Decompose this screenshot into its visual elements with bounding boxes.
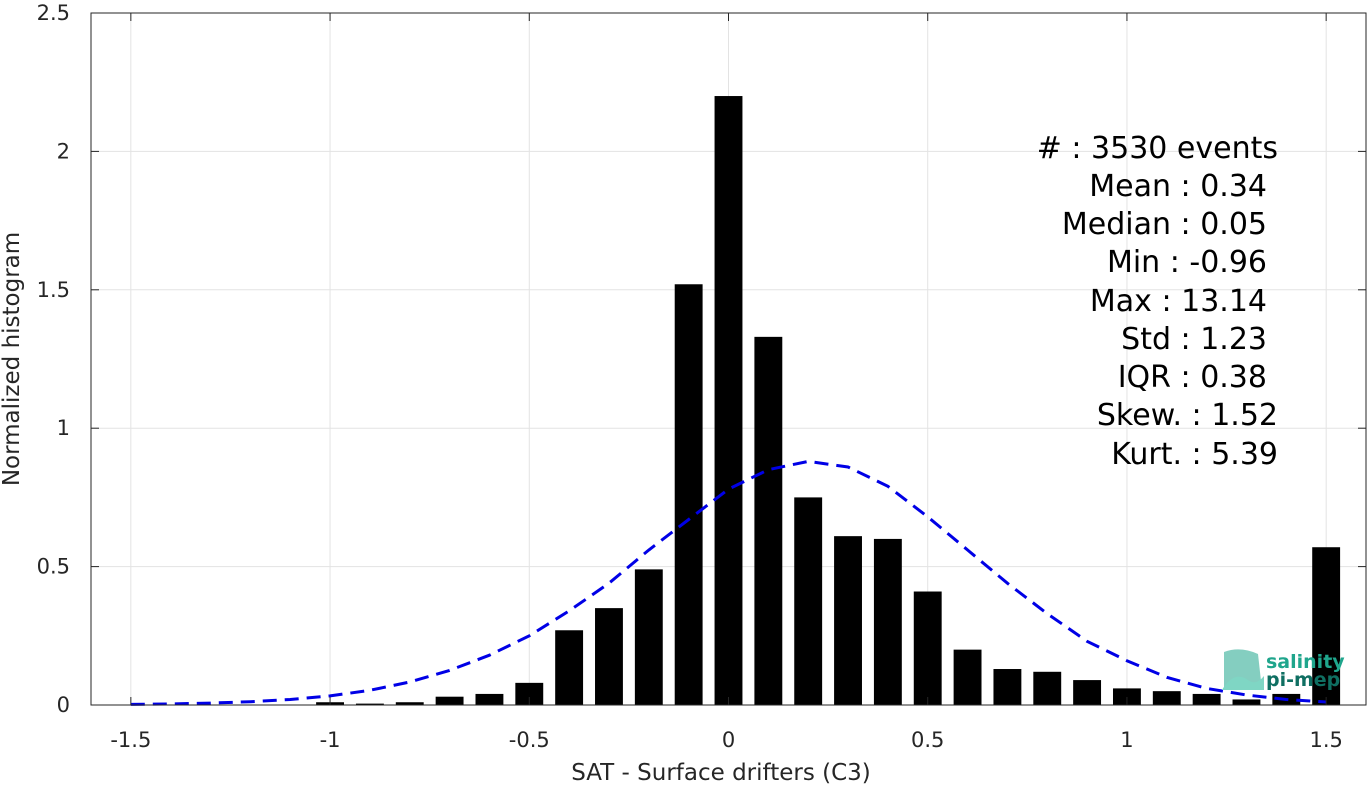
histogram-bar (1232, 699, 1261, 705)
histogram-bars (316, 96, 1341, 706)
stats-box: # : 3530 events Mean : 0.34 Median : 0.0… (1037, 131, 1278, 472)
salinity-pimep-logo: salinity pi-mep (1222, 649, 1345, 691)
histogram-bar (634, 569, 663, 705)
histogram-bar (1152, 691, 1181, 705)
y-tick-label: 1.5 (37, 278, 70, 302)
x-axis-label: SAT - Surface drifters (C3) (571, 760, 871, 785)
logo-emblem-wave-icon (1222, 676, 1264, 690)
stat-max: Max : 13.14 (1090, 284, 1267, 319)
y-tick-label: 0 (57, 693, 70, 717)
x-tick-label: 0.5 (911, 728, 944, 752)
y-axis-label: Normalized histogram (0, 232, 25, 486)
stat-min: Min : -0.96 (1107, 245, 1267, 280)
y-tick-label: 2 (57, 139, 70, 163)
histogram-bar (834, 536, 862, 705)
x-tick-label: 1 (1120, 728, 1133, 752)
stat-mean: Mean : 0.34 (1089, 169, 1267, 204)
x-tick-labels: -1.5 -1 -0.5 0 0.5 1 1.5 (110, 728, 1343, 752)
x-tick-label: 0 (722, 728, 735, 752)
histogram-bar (873, 538, 902, 705)
histogram-bar (714, 96, 743, 706)
x-tick-label: -1.5 (110, 728, 151, 752)
stat-median: Median : 0.05 (1062, 207, 1267, 242)
x-tick-label: -1 (320, 728, 341, 752)
y-tick-labels: 0 0.5 1 1.5 2 2.5 (37, 1, 70, 717)
y-tick-label: 1 (57, 416, 70, 440)
histogram-bar (1192, 693, 1221, 705)
stat-kurt: Kurt. : 5.39 (1111, 437, 1278, 472)
histogram-bar (475, 693, 504, 705)
histogram-bar (1312, 547, 1341, 705)
histogram-bar (515, 682, 544, 705)
gaussian-fit-curve (130, 459, 1327, 706)
histogram-bar (674, 284, 703, 705)
histogram-bar (754, 336, 783, 705)
histogram-bar (555, 630, 584, 705)
histogram-bar (794, 497, 823, 705)
histogram-bar (1033, 671, 1062, 705)
x-tick-label: 1.5 (1309, 728, 1342, 752)
histogram-bar (953, 649, 982, 705)
logo-text-pimep: pi-mep (1266, 669, 1340, 691)
axes (90, 12, 1367, 706)
y-tick-label: 2.5 (37, 1, 70, 25)
logo-text-salinity: salinity (1266, 651, 1345, 673)
stat-iqr: IQR : 0.38 (1118, 360, 1267, 395)
stat-std: Std : 1.23 (1121, 322, 1267, 357)
stat-skew: Skew. : 1.52 (1097, 398, 1278, 433)
x-tick-label: -0.5 (509, 728, 550, 752)
histogram-bar (395, 702, 424, 705)
histogram-bar (595, 608, 623, 705)
histogram-bar (1073, 680, 1102, 705)
y-tick-label: 0.5 (37, 555, 70, 579)
stat-events: # : 3530 events (1037, 131, 1278, 166)
histogram-bar (993, 669, 1022, 705)
histogram-bar (1112, 688, 1141, 705)
histogram-bar (435, 696, 464, 705)
histogram-bar (355, 703, 384, 705)
histogram-bar (913, 591, 942, 705)
